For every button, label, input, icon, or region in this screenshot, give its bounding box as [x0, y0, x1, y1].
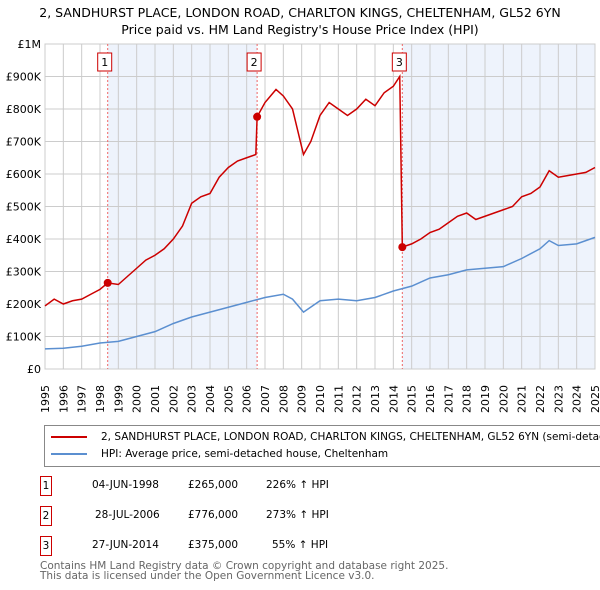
sale-row: 2 28-JUL-2006 £776,000 273% ↑ HPI: [40, 506, 440, 526]
sale-annotation-box: [391, 52, 407, 72]
x-tick-label: 2005: [222, 385, 235, 413]
chart-title: 2, SANDHURST PLACE, LONDON ROAD, CHARLTO…: [0, 4, 600, 38]
y-tick-label: £900K: [6, 71, 42, 84]
sale-number: 2: [40, 506, 52, 526]
sale-row: 3 27-JUN-2014 £375,000 55% ↑ HPI: [40, 536, 440, 556]
footer-copyright: Contains HM Land Registry data © Crown c…: [40, 560, 449, 572]
legend-label-property: 2, SANDHURST PLACE, LONDON ROAD, CHARLTO…: [101, 431, 600, 443]
sale-date: 04-JUN-1998: [92, 479, 159, 491]
x-tick-label: 2007: [259, 385, 272, 413]
x-tick-label: 2000: [131, 385, 144, 413]
footer-licence: This data is licensed under the Open Gov…: [40, 570, 375, 582]
y-tick-label: £200K: [6, 298, 42, 311]
y-tick-label: £400K: [6, 233, 42, 246]
series-line: [44, 74, 596, 307]
x-tick-label: 1995: [39, 385, 52, 413]
x-tick-label: 2012: [351, 385, 364, 413]
legend-label-hpi: HPI: Average price, semi-detached house,…: [101, 448, 389, 460]
sale-hpi: 55% ↑ HPI: [272, 539, 329, 551]
x-tick-label: 2019: [479, 385, 492, 413]
x-tick-label: 2017: [442, 385, 455, 413]
x-tick-label: 2003: [186, 385, 199, 413]
x-tick-label: 2002: [167, 385, 180, 413]
sale-annotation-label: 2: [251, 56, 258, 69]
x-tick-label: 2013: [369, 385, 382, 413]
sale-date: 27-JUN-2014: [92, 539, 159, 551]
x-tick-label: 2025: [589, 385, 600, 413]
sale-point: [398, 243, 407, 252]
x-tick-label: 2020: [497, 385, 510, 413]
x-tick-label: 2004: [204, 385, 217, 413]
x-tick-label: 2010: [314, 385, 327, 413]
y-tick-label: £600K: [6, 168, 42, 181]
x-tick-label: 1999: [112, 385, 125, 413]
sale-price: £375,000: [188, 539, 239, 551]
y-tick-label: £100K: [6, 331, 42, 344]
x-tick-label: 2011: [332, 385, 345, 413]
title-line: 2, SANDHURST PLACE, LONDON ROAD, CHARLTO…: [39, 5, 561, 20]
sale-price: £776,000: [188, 509, 239, 521]
sale-number: 1: [40, 476, 52, 496]
legend-swatch-blue: [51, 453, 87, 455]
sale-point: [253, 112, 262, 121]
sale-annotation-label: 3: [396, 56, 403, 69]
legend-swatch-red: [51, 436, 87, 438]
x-tick-label: 2022: [534, 385, 547, 413]
x-tick-label: 2016: [424, 385, 437, 413]
x-tick-label: 2006: [241, 385, 254, 413]
y-tick-label: £300K: [6, 266, 42, 279]
sale-annotation-box: [97, 52, 113, 72]
y-tick-label: £700K: [6, 136, 42, 149]
x-tick-label: 1998: [94, 385, 107, 413]
sale-price: £265,000: [188, 479, 239, 491]
sale-annotation-label: 1: [101, 56, 108, 69]
sale-number: 3: [40, 536, 52, 556]
x-tick-label: 2024: [571, 385, 584, 413]
series-line: [44, 236, 596, 350]
x-tick-label: 2015: [406, 385, 419, 413]
x-tick-label: 2009: [296, 385, 309, 413]
x-tick-label: 2001: [149, 385, 162, 413]
x-tick-label: 2023: [552, 385, 565, 413]
footer: Contains HM Land Registry data © Crown c…: [40, 560, 449, 582]
x-tick-label: 1996: [57, 385, 70, 413]
sale-annotation-box: [246, 52, 262, 72]
sale-hpi: 226% ↑ HPI: [266, 479, 329, 491]
sale-hpi: 273% ↑ HPI: [266, 509, 329, 521]
y-tick-label: £1M: [18, 38, 42, 51]
price-chart: 1995 1996 1997 1998 1999 2000 2001 2002 2003 2004…: [6, 38, 600, 413]
y-tick-label: £500K: [6, 201, 42, 214]
subtitle: Price paid vs. HM Land Registry's House …: [121, 22, 479, 37]
x-tick-label: 2008: [277, 385, 290, 413]
sale-date: 28-JUL-2006: [95, 509, 160, 521]
y-tick-label: £800K: [6, 103, 42, 116]
y-tick-label: £0: [27, 363, 41, 376]
sale-row: 1 04-JUN-1998 £265,000 226% ↑ HPI: [40, 476, 440, 496]
x-tick-label: 2014: [387, 385, 400, 413]
sale-point: [103, 278, 112, 287]
legend: 2, SANDHURST PLACE, LONDON ROAD, CHARLTO…: [44, 425, 600, 467]
x-tick-label: 1997: [76, 385, 89, 413]
x-tick-label: 2021: [516, 385, 529, 413]
x-tick-label: 2018: [461, 385, 474, 413]
plot-border: [44, 43, 596, 370]
